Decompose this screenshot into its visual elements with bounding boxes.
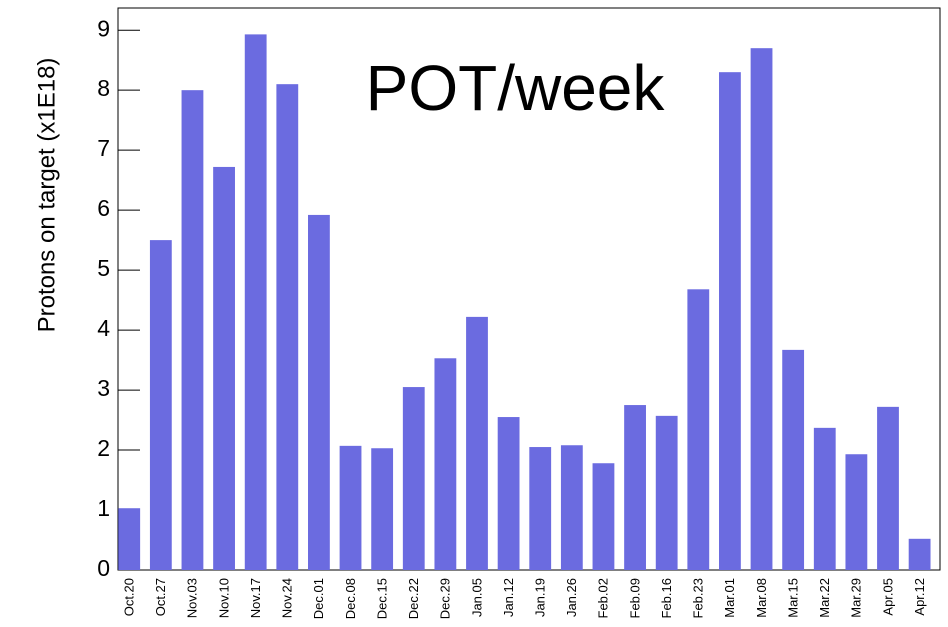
x-tick-label: Feb.23 bbox=[691, 578, 706, 618]
y-tick-label: 0 bbox=[97, 555, 110, 581]
bar bbox=[529, 447, 552, 570]
bar bbox=[845, 454, 868, 570]
x-tick-label: Mar.15 bbox=[785, 578, 800, 618]
bar bbox=[308, 214, 330, 570]
bar bbox=[750, 48, 773, 571]
bar bbox=[782, 349, 805, 570]
y-tick-label: 1 bbox=[97, 495, 110, 521]
x-tick-label: Feb.09 bbox=[627, 578, 642, 618]
x-tick-label: Dec.01 bbox=[311, 578, 326, 619]
x-tick-label: Oct.27 bbox=[153, 578, 168, 616]
x-tick-label: Mar.08 bbox=[754, 578, 769, 618]
x-tick-label: Mar.22 bbox=[817, 578, 832, 618]
y-tick-label: 6 bbox=[97, 195, 110, 221]
x-tick-label: Mar.01 bbox=[722, 578, 737, 618]
x-tick-label: Jan.12 bbox=[501, 578, 516, 617]
x-tick-label: Nov.17 bbox=[248, 578, 263, 618]
y-tick-label: 2 bbox=[97, 435, 110, 461]
y-tick-label: 9 bbox=[97, 15, 110, 41]
bar bbox=[118, 508, 141, 570]
y-tick-label: 7 bbox=[97, 135, 110, 161]
x-tick-label: Feb.02 bbox=[596, 578, 611, 618]
bar bbox=[813, 427, 836, 570]
y-tick-label: 4 bbox=[97, 315, 110, 341]
x-tick-label: Nov.03 bbox=[185, 578, 200, 618]
x-tick-label: Apr.05 bbox=[880, 578, 895, 616]
x-tick-label: Dec.29 bbox=[438, 578, 453, 619]
bar bbox=[213, 166, 235, 571]
x-tick-label: Jan.05 bbox=[469, 578, 484, 617]
y-tick-label: 8 bbox=[97, 75, 110, 101]
bar bbox=[466, 316, 488, 570]
bar bbox=[592, 463, 615, 570]
x-tick-label: Oct.20 bbox=[122, 578, 137, 616]
x-tick-label: Dec.08 bbox=[343, 578, 358, 619]
y-tick-label: 3 bbox=[97, 375, 110, 401]
bar bbox=[434, 358, 457, 570]
x-tick-label: Nov.10 bbox=[216, 578, 231, 618]
bar bbox=[560, 445, 583, 570]
x-tick-label: Feb.16 bbox=[659, 578, 674, 618]
bar bbox=[877, 406, 899, 570]
bar bbox=[908, 538, 931, 570]
x-tick-label: Dec.22 bbox=[406, 578, 421, 619]
bar bbox=[371, 448, 394, 570]
bar bbox=[181, 90, 204, 570]
x-tick-label: Jan.19 bbox=[533, 578, 548, 617]
chart-title: POT/week bbox=[366, 52, 666, 124]
bar bbox=[149, 240, 172, 570]
bar bbox=[624, 405, 646, 570]
y-tick-label: 5 bbox=[97, 255, 110, 281]
bar bbox=[276, 84, 299, 571]
x-tick-label: Mar.29 bbox=[849, 578, 864, 618]
x-tick-label: Jan.26 bbox=[564, 578, 579, 617]
x-tick-label: Nov.24 bbox=[280, 578, 295, 618]
bar bbox=[719, 72, 741, 571]
bar bbox=[687, 289, 710, 570]
bar bbox=[497, 417, 520, 570]
bar bbox=[339, 445, 362, 570]
x-tick-label: Apr.12 bbox=[912, 578, 927, 616]
y-axis-label: Protons on target (x1E18) bbox=[33, 58, 60, 333]
bar bbox=[655, 415, 678, 570]
bar bbox=[244, 34, 267, 570]
plot-frame bbox=[117, 7, 941, 571]
bar bbox=[402, 387, 425, 570]
x-tick-label: Dec.15 bbox=[374, 578, 389, 619]
